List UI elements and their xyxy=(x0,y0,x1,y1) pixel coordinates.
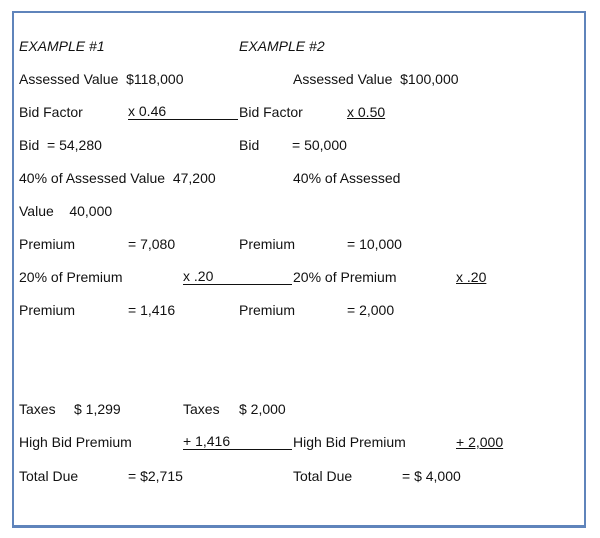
example2-assessed-value: Assessed Value $100,000 xyxy=(293,71,459,87)
document-frame xyxy=(12,11,586,528)
example2-taxes: $ 2,000 xyxy=(239,401,286,417)
example1-value-line: Value 40,000 xyxy=(19,203,113,219)
example1-total: = $2,715 xyxy=(128,468,183,484)
example1-premium-label: Premium xyxy=(19,236,76,252)
example1-bid: = 54,280 xyxy=(47,137,102,153)
example2-bid-label: Bid xyxy=(239,137,260,153)
example2-twenty-percent-label: 20% of Premium xyxy=(293,269,397,285)
example2-taxes-label: Taxes xyxy=(183,401,220,417)
example1-assessed-value: Assessed Value $118,000 xyxy=(19,71,184,87)
example1-bid-factor-label: Bid Factor xyxy=(19,104,83,120)
example2-premium-label: Premium xyxy=(239,236,296,252)
example2-twenty-percent: x .20 xyxy=(456,269,487,285)
example2-high-bid: + 2,000 xyxy=(456,434,504,450)
example2-total: = $ 4,000 xyxy=(402,468,461,484)
example2-high-bid-label: High Bid Premium xyxy=(293,434,406,450)
example1-taxes-label: Taxes xyxy=(19,401,56,417)
example2-bid-factor-label: Bid Factor xyxy=(239,104,303,120)
example1-bid-factor: x 0.46 xyxy=(128,103,238,120)
example2-premium2: = 2,000 xyxy=(347,302,395,318)
example1-taxes: $ 1,299 xyxy=(74,401,121,417)
example1-high-bid-label: High Bid Premium xyxy=(19,434,132,450)
example1-twenty-percent: x .20 xyxy=(183,268,292,285)
example1-total-label: Total Due xyxy=(19,468,79,484)
example1-heading: EXAMPLE #1 xyxy=(19,38,105,54)
example1-forty-percent: 40% of Assessed Value 47,200 xyxy=(19,170,216,186)
example1-bid-label: Bid xyxy=(19,137,40,153)
example2-premium: = 10,000 xyxy=(347,236,402,252)
example2-heading: EXAMPLE #2 xyxy=(239,38,325,54)
example1-premium2: = 1,416 xyxy=(128,302,176,318)
example1-high-bid: + 1,416 xyxy=(183,433,292,450)
example2-bid: = 50,000 xyxy=(292,137,347,153)
example1-premium2-label: Premium xyxy=(19,302,76,318)
example2-premium2-label: Premium xyxy=(239,302,296,318)
example2-total-label: Total Due xyxy=(293,468,353,484)
example1-twenty-percent-label: 20% of Premium xyxy=(19,269,123,285)
example2-bid-factor: x 0.50 xyxy=(347,104,386,120)
example1-premium: = 7,080 xyxy=(128,236,176,252)
example2-forty-percent: 40% of Assessed xyxy=(293,170,401,186)
